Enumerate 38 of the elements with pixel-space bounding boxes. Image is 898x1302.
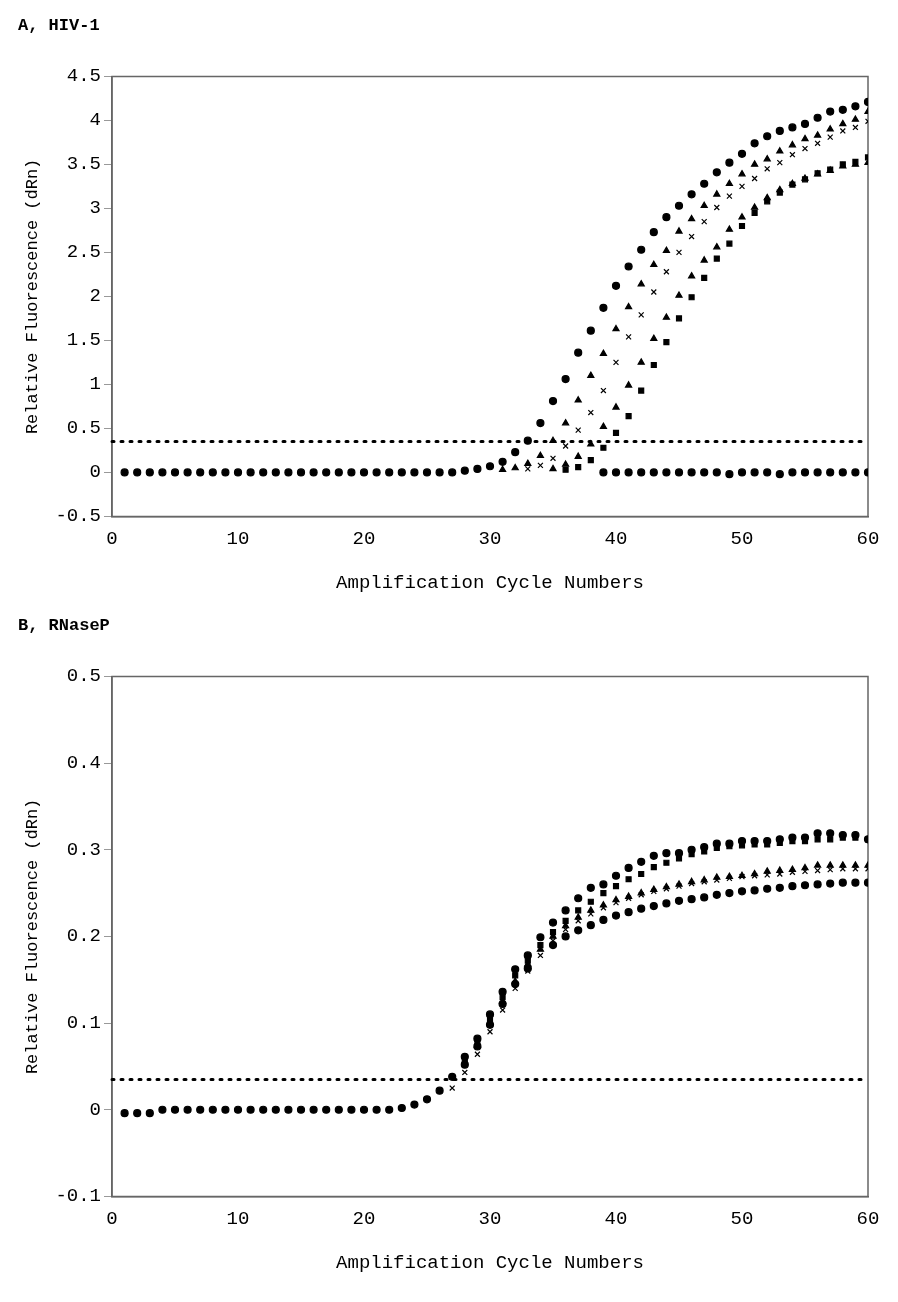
- y-tick-label: 0.1: [66, 1012, 102, 1035]
- y-tick-label: 1.5: [66, 329, 102, 352]
- y-tick-label: 3.5: [66, 153, 102, 176]
- chart-title: A, HIV-1: [18, 16, 100, 36]
- y-tick-label: 0.3: [66, 838, 102, 861]
- x-tick-label: 0: [106, 1207, 118, 1230]
- x-tick-label: 20: [352, 527, 376, 550]
- x-tick-label: 30: [478, 1207, 502, 1230]
- x-axis-title: Amplification Cycle Numbers: [336, 571, 644, 594]
- x-axis-title: Amplification Cycle Numbers: [336, 1251, 644, 1274]
- x-tick-label: 40: [604, 527, 628, 550]
- x-tick-label: 50: [730, 1207, 754, 1230]
- x-tick-label: 30: [478, 527, 502, 550]
- y-tick-label: 3: [89, 197, 102, 220]
- y-tick-label: 0: [89, 1098, 102, 1121]
- y-tick-label: 4: [89, 109, 102, 132]
- x-tick-label: 60: [856, 527, 880, 550]
- y-tick-label: 0.5: [66, 665, 102, 688]
- y-tick-label: 2.5: [66, 241, 102, 264]
- y-tick-label: 0.4: [66, 752, 102, 775]
- y-axis-title: Relative Fluorescence (dRn): [22, 158, 42, 435]
- y-tick-label: 0.5: [66, 417, 102, 440]
- y-axis-title: Relative Fluorescence (dRn): [22, 798, 42, 1075]
- x-tick-label: 0: [106, 527, 118, 550]
- chart-title: B, RNaseP: [18, 616, 110, 636]
- x-tick-label: 10: [226, 527, 250, 550]
- x-tick-label: 20: [352, 1207, 376, 1230]
- x-tick-label: 10: [226, 1207, 250, 1230]
- y-tick-label: 0: [89, 461, 102, 484]
- x-tick-label: 40: [604, 1207, 628, 1230]
- x-tick-label: 60: [856, 1207, 880, 1230]
- y-tick-label: 0.2: [66, 925, 102, 948]
- y-tick-label: -0.1: [55, 1185, 102, 1208]
- y-tick-label: -0.5: [55, 505, 102, 528]
- y-tick-label: 2: [89, 285, 102, 308]
- y-tick-label: 1: [89, 373, 102, 396]
- y-tick-label: 4.5: [66, 65, 102, 88]
- x-tick-label: 50: [730, 527, 754, 550]
